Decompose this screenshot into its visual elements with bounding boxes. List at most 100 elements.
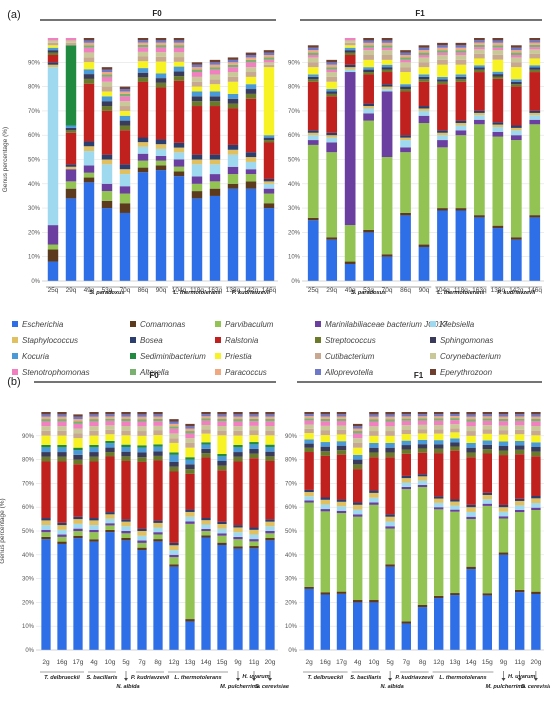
bar-segment bbox=[531, 447, 541, 452]
species-label: T. delbrueckii bbox=[44, 675, 80, 681]
bar-segment bbox=[418, 55, 430, 58]
bar-segment bbox=[498, 425, 509, 431]
group-f0: F0 0% 10% 20% 30% 40% 50% 60% 70% 80% 90% 2g 16g 17g 4… bbox=[22, 371, 278, 666]
bar-segment bbox=[363, 113, 374, 121]
species-group: S. cerevisiae bbox=[521, 671, 550, 690]
bar-segment bbox=[155, 56, 167, 62]
bar-segment bbox=[381, 72, 393, 85]
bar-segment bbox=[57, 444, 67, 448]
bar-segment bbox=[73, 421, 83, 424]
legend-label: Stenotrophomonas bbox=[22, 368, 90, 377]
bar-segment bbox=[381, 40, 393, 43]
bar-segment bbox=[191, 69, 203, 73]
bar-segment bbox=[336, 591, 347, 594]
bar-segment bbox=[121, 531, 131, 534]
y-tick-label: 50% bbox=[22, 529, 35, 535]
bar-segment bbox=[482, 420, 492, 426]
y-tick-label: 90% bbox=[22, 434, 35, 440]
bar-segment bbox=[336, 450, 347, 455]
bar-stack bbox=[418, 45, 430, 281]
bar-segment bbox=[263, 135, 275, 138]
bar-segment bbox=[83, 45, 95, 48]
bar-segment bbox=[57, 534, 67, 537]
bar-segment bbox=[83, 83, 95, 142]
bar-segment bbox=[89, 529, 99, 533]
bar-segment bbox=[233, 461, 243, 526]
bar-segment bbox=[119, 93, 131, 97]
group-f1: F1 0% 10% 20% 30% 40% 50% 60% 70% 80% 90% 2g 16g 17g 4… bbox=[285, 371, 544, 666]
bar-segment bbox=[47, 38, 59, 41]
bar-segment bbox=[482, 444, 492, 450]
bar-segment bbox=[498, 446, 509, 451]
bar-segment bbox=[137, 160, 149, 168]
bar-segment bbox=[531, 430, 541, 436]
bar-segment bbox=[119, 186, 131, 194]
bar-segment bbox=[89, 444, 99, 448]
bar-segment bbox=[105, 443, 115, 448]
bar-segment bbox=[400, 212, 411, 216]
bar-segment bbox=[466, 511, 476, 517]
bar-segment bbox=[121, 461, 131, 520]
bar-segment bbox=[185, 423, 195, 427]
bar-segment bbox=[381, 59, 393, 65]
bar-segment bbox=[437, 208, 448, 211]
bar-segment bbox=[155, 78, 167, 83]
bar-segment bbox=[153, 412, 163, 415]
bar-segment bbox=[217, 454, 227, 457]
bar-segment bbox=[304, 447, 314, 453]
x-tick-label: 2g bbox=[42, 659, 50, 666]
bar-segment bbox=[83, 165, 95, 173]
bar-segment bbox=[65, 164, 77, 167]
bar-segment bbox=[119, 115, 131, 121]
bar-segment bbox=[105, 452, 115, 457]
bar-segment bbox=[307, 52, 319, 56]
bar-segment bbox=[153, 541, 163, 650]
bar-segment bbox=[105, 414, 115, 417]
legend-item: Kocuria bbox=[12, 352, 50, 361]
bar-segment bbox=[227, 108, 239, 145]
species-label: P. kudriavzevii bbox=[395, 675, 434, 681]
group-title: F1 bbox=[415, 9, 425, 18]
bar-segment bbox=[515, 512, 525, 590]
species-group: S. paradoxus bbox=[306, 286, 432, 296]
bar-segment bbox=[73, 459, 83, 465]
bar-segment bbox=[529, 217, 541, 281]
bar-segment bbox=[418, 244, 430, 247]
bar-segment bbox=[245, 152, 257, 158]
bar-segment bbox=[265, 526, 275, 531]
bar-segment bbox=[227, 57, 239, 60]
bar-stack bbox=[437, 42, 448, 281]
bar-segment bbox=[417, 476, 428, 481]
bar-segment bbox=[169, 542, 179, 546]
bar-segment bbox=[217, 521, 227, 524]
bar-segment bbox=[57, 426, 67, 431]
bar-segment bbox=[245, 62, 257, 68]
bar-segment bbox=[466, 414, 476, 417]
bar-segment bbox=[417, 416, 428, 419]
bar-segment bbox=[381, 89, 393, 92]
bar-segment bbox=[245, 98, 257, 153]
bar-segment bbox=[263, 208, 275, 281]
bar-segment bbox=[450, 595, 460, 650]
bar-segment bbox=[307, 140, 319, 145]
bar-segment bbox=[155, 155, 167, 161]
bar-stack bbox=[245, 52, 257, 281]
bar-segment bbox=[57, 414, 67, 417]
bar-segment bbox=[153, 522, 163, 528]
species-label: L. thermotolerans bbox=[439, 675, 486, 681]
bar-segment bbox=[137, 435, 147, 446]
bar-segment bbox=[105, 529, 115, 533]
species-label: H. uvarum bbox=[508, 674, 535, 680]
bar-segment bbox=[89, 456, 99, 462]
bar-segment bbox=[101, 208, 113, 281]
y-tick-label: 60% bbox=[288, 133, 301, 139]
legend-item: Alterella bbox=[130, 368, 169, 377]
bar-segment bbox=[233, 456, 243, 462]
bar-segment bbox=[326, 59, 338, 63]
bar-segment bbox=[353, 433, 363, 439]
bar-segment bbox=[344, 225, 356, 262]
x-tick-label: 15g bbox=[482, 659, 493, 666]
bar-segment bbox=[401, 420, 411, 426]
bar-segment bbox=[137, 51, 149, 57]
y-tick-label: 0% bbox=[31, 279, 40, 285]
